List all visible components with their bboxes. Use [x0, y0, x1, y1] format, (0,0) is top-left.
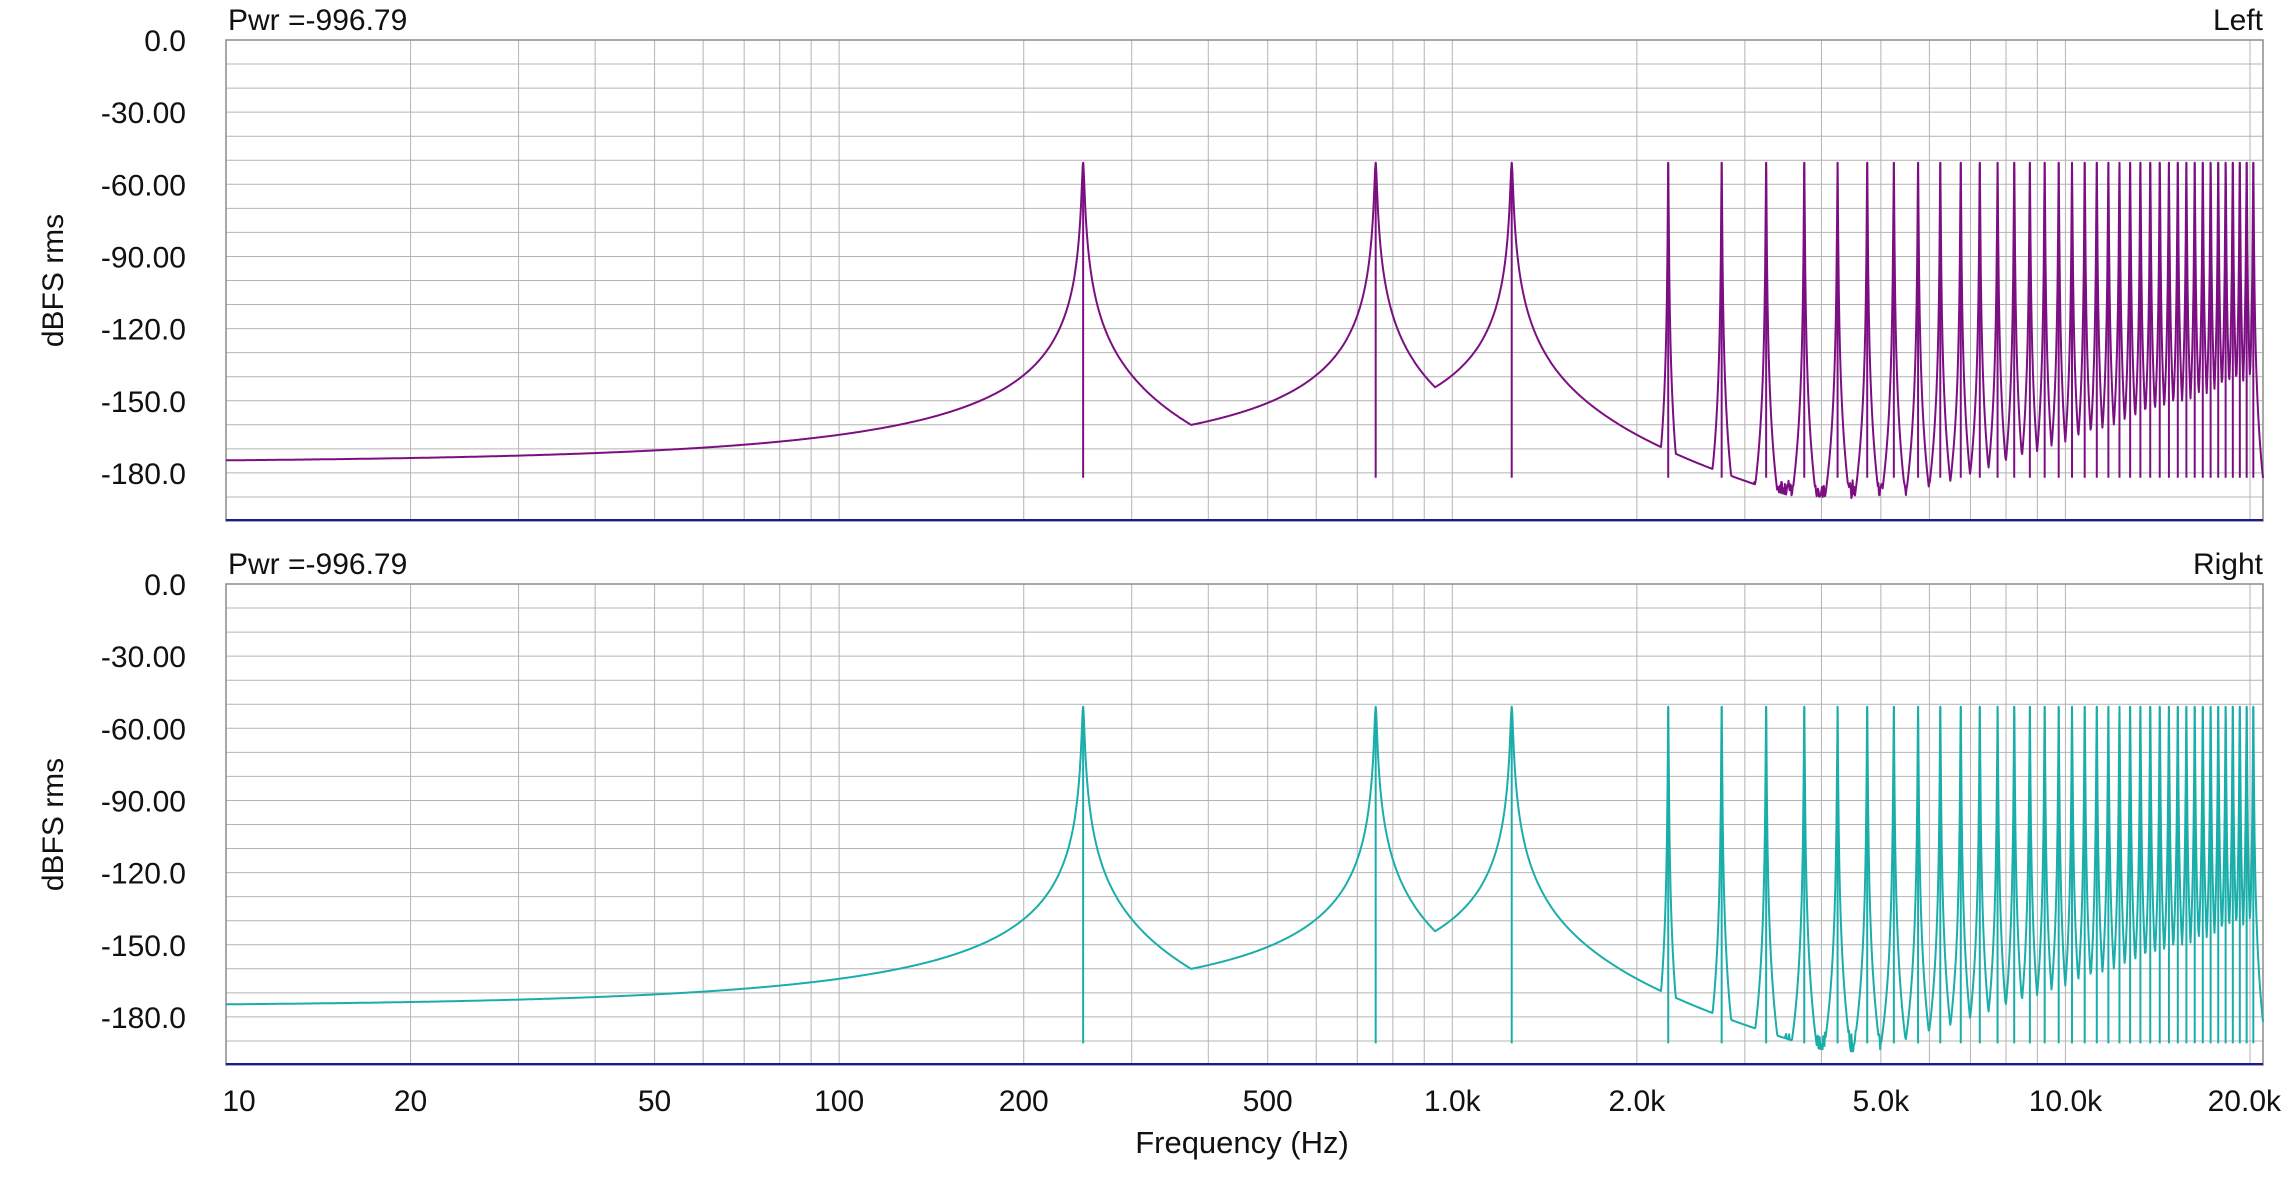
y-tick-label-120-0: -120.0	[101, 314, 186, 347]
y-axis-label: dBFS rms	[37, 758, 70, 891]
x-tick-label-20: 20	[394, 1085, 427, 1118]
power-readout: Pwr =-996.79	[228, 548, 407, 581]
y-tick-label-60-00: -60.00	[101, 713, 186, 746]
spectrum-trace-left	[225, 161, 2264, 499]
channel-label: Right	[2193, 548, 2264, 581]
x-tick-label-2-0k: 2.0k	[1609, 1085, 1667, 1118]
y-tick-label-150-0: -150.0	[101, 386, 186, 419]
x-tick-label-200: 200	[999, 1085, 1049, 1118]
y-tick-label-90-00: -90.00	[101, 785, 186, 818]
grid-lines	[225, 583, 2263, 1066]
x-tick-label-20-0k: 20.0k	[2208, 1085, 2282, 1118]
harmonic-peaks	[1082, 162, 2255, 478]
y-tick-label-120-0: -120.0	[101, 858, 186, 891]
left-channel-panel: 0.0 -30.00 -60.00 -90.00 -120.0 -150.0 -180.0 d…	[37, 4, 2264, 522]
channel-label: Left	[2213, 4, 2264, 37]
power-readout: Pwr =-996.79	[228, 4, 407, 37]
x-axis-label: Frequency (Hz)	[1135, 1125, 1349, 1160]
y-axis-label: dBFS rms	[37, 214, 70, 347]
x-tick-label-100: 100	[814, 1085, 864, 1118]
y-tick-label-150-0: -150.0	[101, 930, 186, 963]
x-tick-label-5-0k: 5.0k	[1852, 1085, 1910, 1118]
right-channel-panel: 0.0 -30.00 -60.00 -90.00 -120.0 -150.0 -180.0 d…	[37, 548, 2282, 1118]
y-tick-label-180-0: -180.0	[101, 1002, 186, 1035]
y-tick-label-180-0: -180.0	[101, 458, 186, 491]
y-tick-label-30-00: -30.00	[101, 641, 186, 674]
y-tick-label-0-0: 0.0	[144, 25, 186, 58]
x-tick-label-1-0k: 1.0k	[1424, 1085, 1482, 1118]
harmonic-peaks	[1082, 706, 2255, 1044]
x-tick-label-500: 500	[1243, 1085, 1293, 1118]
x-tick-label-10: 10	[222, 1085, 255, 1118]
x-tick-label-10-0k: 10.0k	[2029, 1085, 2103, 1118]
y-tick-label-60-00: -60.00	[101, 169, 186, 202]
grid-lines	[225, 39, 2263, 522]
spectrum-trace-right	[225, 705, 2264, 1053]
y-tick-label-90-00: -90.00	[101, 241, 186, 274]
x-tick-label-50: 50	[638, 1085, 671, 1118]
y-tick-label-30-00: -30.00	[101, 97, 186, 130]
y-tick-label-0-0: 0.0	[144, 569, 186, 602]
